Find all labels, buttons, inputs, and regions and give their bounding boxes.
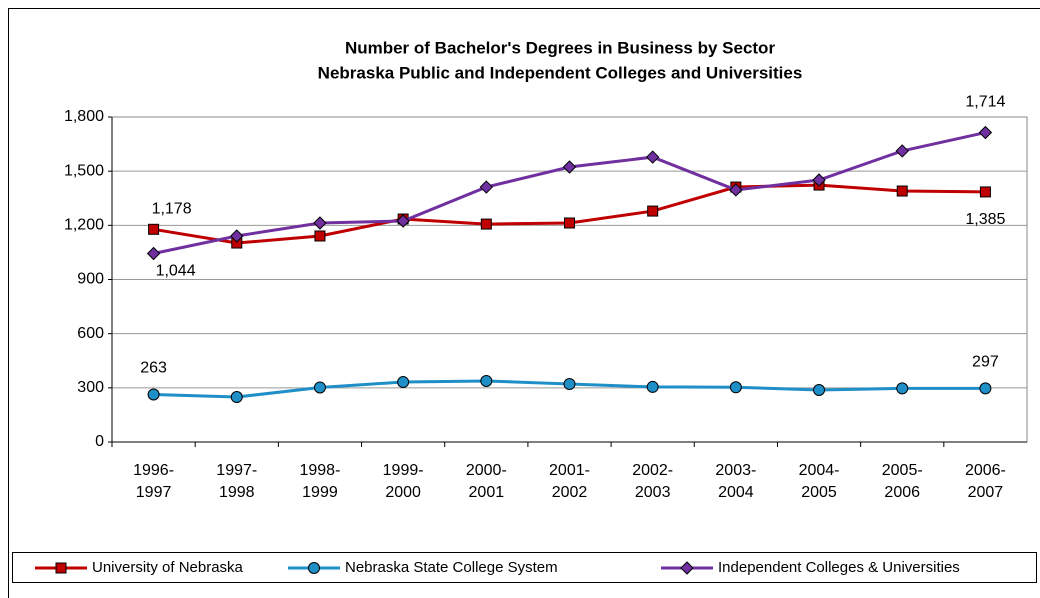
legend-box (12, 552, 1037, 583)
y-tick-label: 1,500 (64, 162, 104, 179)
legend-marker (55, 562, 67, 574)
marker (564, 217, 575, 229)
y-tick-label: 1,200 (64, 217, 104, 234)
data-label: 1,044 (156, 263, 196, 280)
marker (645, 150, 660, 164)
x-tick-label: 2001-2002 (549, 462, 590, 501)
marker (314, 230, 326, 242)
data-label: 1,714 (965, 94, 1005, 111)
marker (480, 218, 492, 230)
x-tick-label: 2005-2006 (881, 462, 923, 501)
x-tick-label: 1998-1999 (299, 462, 341, 501)
marker (313, 216, 327, 230)
marker (813, 384, 826, 396)
data-label: 1,178 (152, 201, 192, 218)
x-tick-label: 2004-2005 (798, 462, 840, 501)
series-line (153, 131, 986, 255)
marker (563, 378, 576, 391)
x-tick-label: 1996-1997 (133, 462, 175, 501)
legend-label: University of Nebraska (92, 559, 244, 576)
marker (397, 376, 410, 389)
marker (479, 180, 494, 194)
marker (979, 382, 992, 395)
chart-title: Number of Bachelor's Degrees in Business… (345, 38, 776, 57)
marker (647, 205, 659, 217)
y-tick-label: 300 (77, 379, 104, 396)
legend-label: Nebraska State College System (345, 559, 558, 576)
chart-border (8, 8, 1040, 598)
x-tick-label: 2000-2001 (465, 462, 507, 501)
y-tick-label: 900 (77, 271, 104, 288)
marker (812, 173, 826, 187)
marker (896, 185, 908, 197)
marker (646, 380, 659, 393)
marker (729, 381, 742, 394)
data-label: 263 (140, 360, 167, 377)
data-label: 297 (972, 354, 999, 371)
x-tick-label: 1997-1998 (216, 462, 258, 501)
marker (230, 391, 243, 404)
marker (230, 229, 244, 243)
chart-subtitle: Nebraska Public and Independent Colleges… (318, 63, 803, 82)
x-tick-label: 1999-2000 (382, 462, 424, 501)
marker (480, 374, 493, 387)
data-label: 1,385 (965, 211, 1005, 228)
legend-marker (680, 561, 694, 575)
legend-marker (308, 562, 320, 574)
marker (896, 382, 909, 395)
marker (148, 223, 160, 235)
marker (895, 144, 909, 158)
marker (313, 381, 326, 394)
series-line (153, 183, 986, 245)
x-tick-label: 2002-2003 (632, 462, 674, 501)
marker (979, 186, 991, 198)
marker (146, 246, 161, 261)
y-tick-label: 0 (95, 433, 104, 450)
marker (562, 160, 577, 174)
marker (147, 388, 160, 401)
y-tick-label: 1,800 (64, 108, 104, 125)
marker (729, 183, 743, 197)
x-tick-label: 2003-2004 (715, 462, 757, 501)
x-tick-label: 2006-2007 (964, 462, 1006, 501)
marker (978, 125, 993, 140)
y-tick-label: 600 (77, 325, 104, 342)
marker (396, 214, 410, 228)
legend-label: Independent Colleges & Universities (718, 559, 960, 576)
